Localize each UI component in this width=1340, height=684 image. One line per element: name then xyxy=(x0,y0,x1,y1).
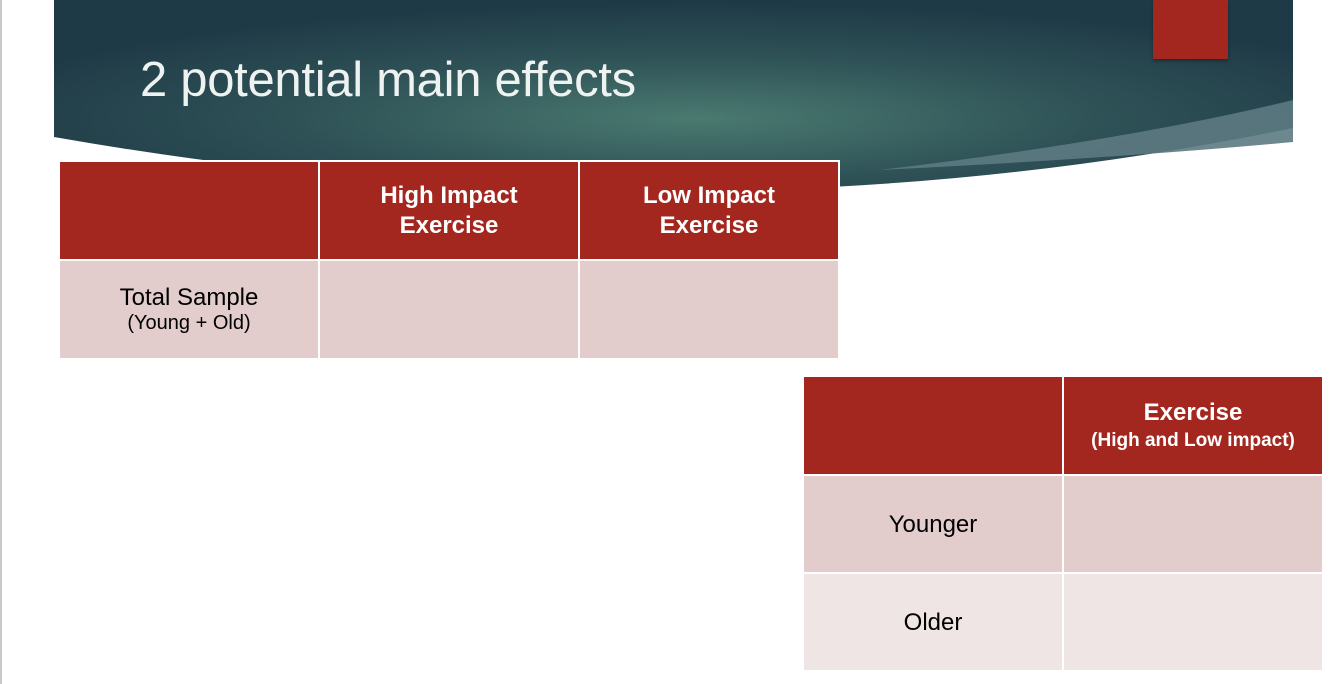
cell-low-impact-total xyxy=(578,259,840,360)
slide-left-border xyxy=(0,0,2,684)
header-cell-empty xyxy=(58,160,320,261)
row-sublabel-text: (Young + Old) xyxy=(127,312,251,334)
cell-high-impact-total xyxy=(318,259,580,360)
row-label-total-sample: Total Sample (Young + Old) xyxy=(58,259,320,360)
cell-exercise-younger xyxy=(1062,474,1324,574)
accent-square xyxy=(1153,0,1228,59)
slide-title: 2 potential main effects xyxy=(140,53,636,107)
table-header-row: High Impact Exercise Low Impact Exercise xyxy=(58,160,840,261)
row-label-younger: Younger xyxy=(802,474,1064,574)
table-row: Older xyxy=(802,572,1324,672)
row-label-older: Older xyxy=(802,572,1064,672)
table-row: Younger xyxy=(802,474,1324,574)
row-label-text: Total Sample xyxy=(119,284,259,311)
cell-exercise-older xyxy=(1062,572,1324,672)
header-sublabel: (High and Low impact) xyxy=(1091,429,1295,451)
age-group-table: Exercise (High and Low impact) Younger O… xyxy=(802,375,1324,672)
header-high-impact: High Impact Exercise xyxy=(318,160,580,261)
table-header-row: Exercise (High and Low impact) xyxy=(802,375,1324,476)
header-low-impact: Low Impact Exercise xyxy=(578,160,840,261)
exercise-type-table: High Impact Exercise Low Impact Exercise… xyxy=(58,160,840,360)
header-label: Exercise xyxy=(1143,398,1243,426)
header-cell-empty xyxy=(802,375,1064,476)
table-row: Total Sample (Young + Old) xyxy=(58,259,840,360)
header-exercise: Exercise (High and Low impact) xyxy=(1062,375,1324,476)
header-banner xyxy=(54,0,1293,192)
